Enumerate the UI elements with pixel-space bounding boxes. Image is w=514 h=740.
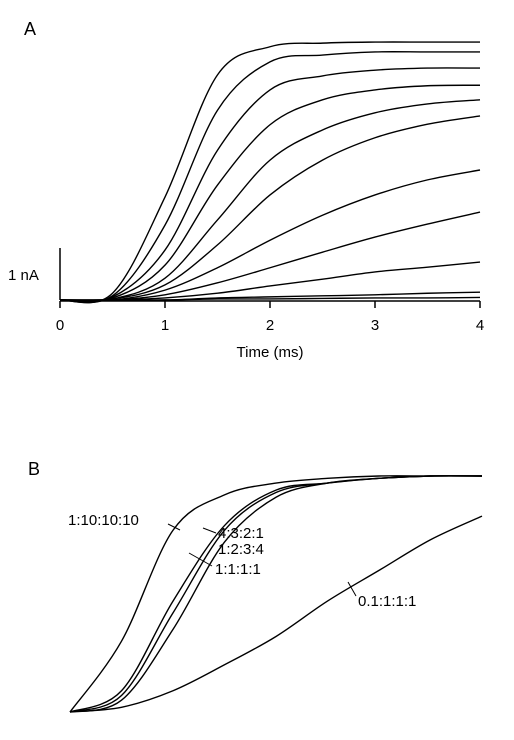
x-tick-label: 0 <box>56 317 64 334</box>
panel-label: B <box>28 459 40 479</box>
trace <box>59 67 481 303</box>
curve-label: 0.1:1:1:1 <box>358 593 416 610</box>
curve-label: 4:3:2:1 <box>218 525 264 542</box>
leader-line <box>347 581 357 597</box>
x-tick-label: 3 <box>371 317 379 334</box>
curve-label: 1:1:1:1 <box>215 561 261 578</box>
trace <box>59 51 480 304</box>
trace <box>59 84 481 302</box>
x-tick-label: 2 <box>266 317 274 334</box>
trace <box>69 515 483 713</box>
trace <box>59 41 480 304</box>
x-tick-label: 4 <box>476 317 484 334</box>
trace <box>69 475 483 713</box>
trace <box>59 115 481 302</box>
trace <box>69 475 482 713</box>
curve-label: 1:10:10:10 <box>68 512 139 529</box>
x-tick-label: 1 <box>161 317 169 334</box>
trace <box>59 169 481 302</box>
scale-bar-label: 1 nA <box>8 267 39 284</box>
panel-label: A <box>24 19 36 39</box>
leader-line <box>167 523 181 531</box>
leader-line <box>202 527 217 534</box>
trace <box>59 99 481 302</box>
x-axis-label: Time (ms) <box>237 344 304 361</box>
trace <box>59 296 481 301</box>
curve-label: 1:2:3:4 <box>218 541 264 558</box>
leader-line <box>188 552 213 567</box>
